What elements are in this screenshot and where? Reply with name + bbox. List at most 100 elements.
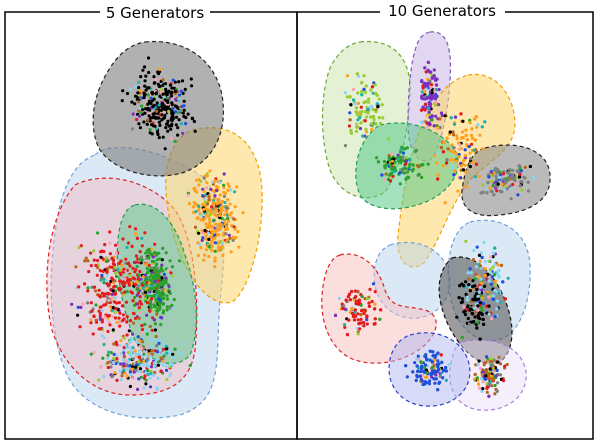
scatter-point [109, 305, 113, 309]
scatter-point [370, 299, 374, 304]
scatter-point [479, 191, 483, 195]
scatter-point [492, 251, 496, 255]
scatter-point [102, 281, 106, 285]
scatter-point [181, 91, 185, 95]
scatter-point [371, 91, 375, 95]
scatter-point [464, 133, 468, 137]
scatter-point [398, 159, 402, 163]
scatter-point [366, 297, 370, 301]
scatter-point [190, 84, 194, 88]
scatter-point [125, 367, 129, 371]
scatter-point [217, 248, 221, 252]
scatter-point [467, 144, 471, 149]
scatter-point [97, 288, 101, 292]
scatter-point [159, 369, 163, 373]
scatter-point [449, 149, 453, 153]
scatter-point [414, 378, 418, 383]
scatter-point [137, 122, 141, 126]
scatter-point [161, 363, 165, 367]
scatter-point [427, 102, 431, 106]
scatter-point [518, 166, 522, 171]
scatter-point [109, 365, 113, 369]
scatter-point [400, 170, 404, 174]
scatter-point [505, 187, 509, 191]
scatter-point [507, 178, 511, 182]
scatter-point [493, 383, 497, 388]
scatter-point [86, 289, 90, 293]
scatter-point [356, 114, 360, 118]
scatter-point [207, 195, 211, 199]
scatter-point [150, 349, 154, 353]
scatter-point [493, 283, 497, 287]
scatter-point [492, 273, 496, 277]
cluster-region-green [355, 122, 459, 210]
scatter-point [473, 372, 477, 377]
scatter-point [122, 267, 126, 271]
scatter-point [113, 265, 117, 270]
scatter-point [113, 310, 117, 314]
scatter-point [120, 374, 124, 378]
scatter-point [169, 94, 174, 98]
scatter-point [117, 261, 121, 265]
scatter-point [365, 115, 369, 119]
scatter-point [152, 75, 156, 79]
scatter-point [489, 179, 494, 183]
scatter-point [455, 137, 459, 141]
scatter-point [381, 116, 385, 120]
scatter-point [137, 316, 141, 320]
scatter-point [86, 259, 90, 263]
scatter-point [373, 307, 377, 311]
scatter-point [423, 102, 428, 106]
scatter-point [208, 235, 212, 239]
scatter-point [113, 292, 117, 296]
scatter-point [118, 369, 122, 373]
scatter-point [343, 325, 347, 329]
scatter-point [431, 75, 435, 80]
scatter-point [119, 362, 123, 366]
scatter-point [120, 99, 124, 103]
scatter-point [169, 372, 173, 376]
scatter-point [155, 276, 159, 280]
scatter-point [156, 363, 160, 367]
scatter-point [436, 365, 440, 369]
scatter-point [370, 104, 374, 108]
scatter-point [133, 295, 137, 300]
scatter-point [361, 134, 365, 138]
scatter-point [170, 86, 174, 90]
scatter-point [148, 309, 152, 313]
scatter-point [145, 294, 149, 298]
scatter-point [370, 85, 374, 89]
scatter-point [380, 173, 384, 177]
scatter-point [520, 188, 524, 192]
scatter-point [112, 284, 116, 288]
scatter-point [145, 259, 149, 263]
scatter-point [437, 88, 441, 92]
scatter-point [115, 378, 119, 382]
scatter-point [434, 114, 438, 118]
scatter-point [164, 364, 169, 368]
scatter-point [526, 189, 531, 193]
scatter-point [492, 193, 496, 197]
scatter-point [213, 256, 217, 260]
scatter-point [112, 300, 116, 304]
scatter-point [428, 358, 432, 362]
scatter-point [111, 295, 115, 299]
scatter-point [99, 278, 103, 282]
scatter-point [92, 285, 97, 289]
scatter-point [417, 165, 421, 169]
scatter-point [496, 182, 500, 186]
scatter-point [133, 94, 138, 98]
scatter-point [436, 351, 440, 355]
scatter-point [441, 150, 445, 154]
scatter-point [480, 308, 484, 313]
scatter-point [157, 285, 161, 289]
scatter-point [153, 328, 157, 332]
scatter-point [422, 365, 426, 369]
scatter-point [440, 114, 444, 118]
scatter-points [333, 60, 536, 398]
scatter-point [148, 275, 152, 279]
scatter-point [139, 111, 143, 115]
scatter-point [174, 110, 178, 114]
scatter-point [416, 354, 420, 358]
scatter-point [170, 115, 174, 119]
